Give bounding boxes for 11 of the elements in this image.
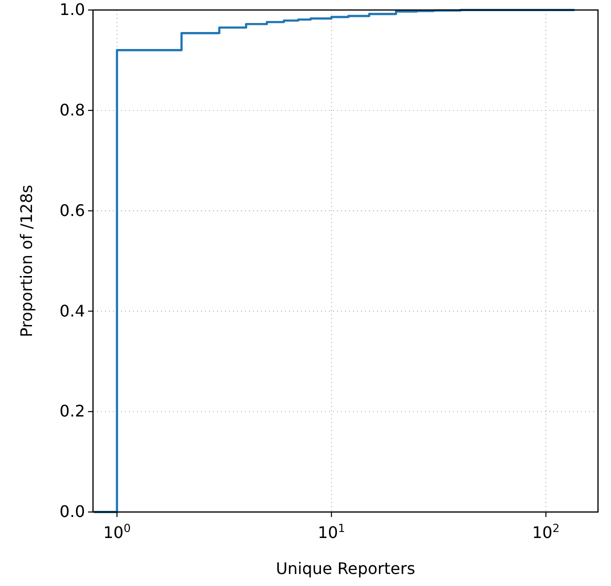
- y-tick-label: 0.4: [60, 301, 85, 320]
- x-tick-label: 10$^{0}$: [103, 522, 131, 542]
- y-tick-label: 0.0: [60, 502, 85, 522]
- y-axis-title: Proportion of /128s: [17, 184, 36, 338]
- x-axis-title: Unique Reporters: [276, 559, 416, 578]
- y-tick-label: 1.0: [60, 0, 85, 20]
- x-tick-label: 10$^{1}$: [318, 522, 346, 542]
- y-tick-label: 0.2: [60, 402, 85, 421]
- x-tick-label: 10$^{2}$: [532, 522, 560, 542]
- y-tick-label: 0.8: [60, 100, 85, 120]
- y-tick-label: 0.6: [60, 200, 85, 220]
